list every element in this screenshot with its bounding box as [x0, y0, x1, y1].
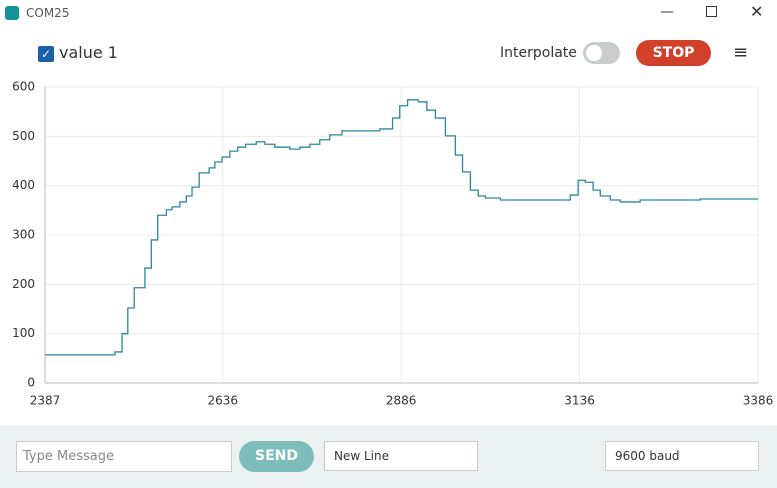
y-tick-label: 600 [12, 80, 35, 94]
maximize[interactable] [706, 6, 717, 17]
y-tick-label: 500 [12, 129, 35, 143]
chart: 0 100 200 300 400 500 600 2387 2636 2886 3136 3386 [12, 80, 774, 408]
minimize[interactable]: — [660, 4, 674, 20]
y-tick-label: 300 [12, 228, 35, 242]
line-ending-select[interactable]: New Line [324, 441, 478, 471]
y-tick-label: 400 [12, 178, 35, 192]
interpolate-toggle[interactable] [583, 42, 620, 64]
x-tick-label: 2387 [30, 394, 61, 408]
footer: Type Message SEND New Line 9600 baud [0, 425, 777, 488]
window-title: COM25 [26, 6, 70, 20]
series-line [45, 99, 758, 356]
close[interactable]: ✕ [750, 2, 764, 21]
y-tick-label: 100 [12, 326, 35, 340]
series-checkbox[interactable]: ✓ [38, 46, 54, 62]
interpolate-label: Interpolate [500, 45, 577, 61]
x-tick-label: 3386 [743, 394, 774, 408]
message-input[interactable]: Type Message [16, 441, 232, 472]
app-icon [5, 6, 19, 20]
y-tick-label: 200 [12, 277, 35, 291]
x-tick-label: 2886 [386, 394, 417, 408]
menu-button[interactable]: ≡ [733, 42, 749, 63]
y-tick-label: 0 [27, 376, 35, 390]
x-tick-label: 3136 [564, 394, 595, 408]
title-bar: COM25 — ✕ [0, 0, 777, 28]
send-button[interactable]: SEND [239, 441, 314, 472]
legend-label: value 1 [59, 43, 118, 62]
toggle-knob [586, 45, 602, 61]
x-tick-label: 2636 [207, 394, 238, 408]
baud-select[interactable]: 9600 baud [605, 441, 759, 471]
stop-button[interactable]: STOP [636, 40, 711, 66]
